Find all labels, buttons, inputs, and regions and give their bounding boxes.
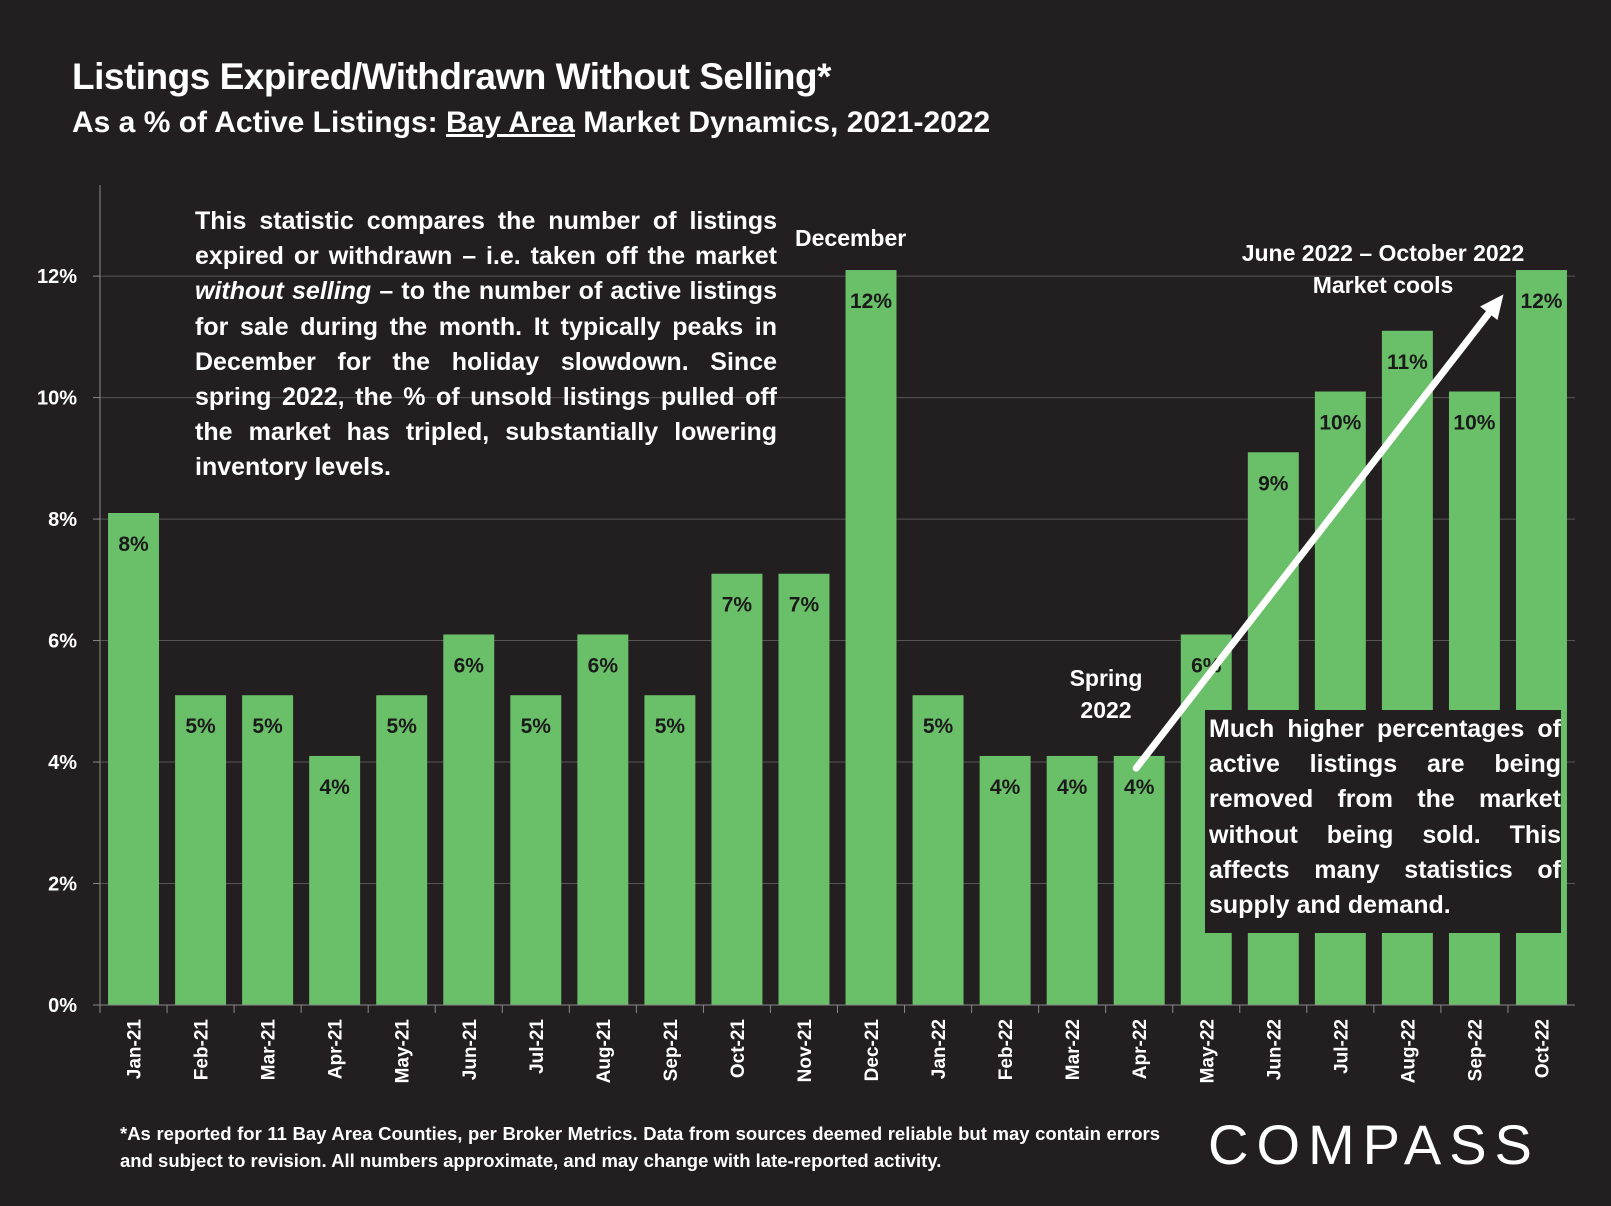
arrow-head: [1480, 294, 1504, 321]
y-tick-label: 4%: [48, 752, 77, 774]
footnote: *As reported for 11 Bay Area Counties, p…: [120, 1123, 1160, 1171]
data-label: 4%: [990, 776, 1021, 799]
y-tick-label: 6%: [48, 631, 77, 653]
x-tick-label: Aug-21: [594, 1019, 615, 1084]
annotation-market-cools-line: Market cools: [1312, 272, 1454, 298]
x-tick-label: Apr-21: [326, 1019, 347, 1080]
x-tick-label: Nov-21: [795, 1019, 816, 1083]
note-text-1: This statistic compares the number of li…: [195, 207, 777, 271]
x-tick-label: Jul-21: [527, 1019, 548, 1074]
bar: [979, 755, 1031, 1005]
annotation-december: December: [795, 225, 907, 251]
subtitle-part-1: As a % of Active Listings:: [72, 106, 446, 139]
data-label: 7%: [722, 594, 753, 617]
data-label: 4%: [1124, 776, 1155, 799]
x-tick-label: Sep-21: [661, 1019, 682, 1082]
annotation-spring-line-1: Spring: [1069, 665, 1143, 691]
bars: [108, 270, 1567, 1005]
note-emphasis: without selling: [195, 277, 372, 306]
x-tick-label: Dec-21: [862, 1019, 883, 1082]
bar: [644, 695, 696, 1005]
x-tick-label: Feb-22: [996, 1019, 1017, 1080]
data-label: 10%: [1453, 412, 1495, 435]
bar: [175, 695, 227, 1005]
x-tick-label: May-21: [393, 1019, 414, 1084]
data-label: 7%: [789, 594, 820, 617]
data-label: 6%: [454, 654, 485, 677]
bar: [309, 755, 361, 1005]
x-tick-label: Jan-22: [929, 1019, 950, 1079]
x-tick-label: Jul-22: [1331, 1019, 1352, 1074]
data-labels: 8%5% 5%4%5%6%5%6%5%7% 7%12%5%4% 4% 4%6%9%10%…: [118, 290, 1562, 799]
bar: [912, 695, 964, 1005]
trend-arrow: [1132, 294, 1504, 772]
bar: [845, 270, 897, 1005]
data-label: 11%: [1387, 351, 1428, 374]
bar: [778, 573, 830, 1005]
data-label: 10%: [1319, 412, 1361, 435]
bar: [510, 695, 562, 1005]
axes: 0% 2% 4% 6% 8% 10% 12% Jan-21 Feb-21 Mar-21 Apr-21…: [37, 185, 1575, 1083]
explanation-note: This statistic compares the number of li…: [195, 204, 777, 486]
data-label: 5%: [521, 715, 552, 738]
bar: [376, 695, 428, 1005]
x-tick-label: Mar-21: [259, 1019, 280, 1081]
annotation-spring-line-2: 2022: [1080, 697, 1132, 723]
x-tick-label: Aug-22: [1398, 1019, 1419, 1083]
bar: [577, 634, 629, 1005]
bar: [443, 634, 495, 1005]
subtitle-region: Bay Area: [445, 106, 575, 139]
data-label: 8%: [118, 533, 149, 556]
data-label: 6%: [588, 654, 619, 677]
data-label: 5%: [252, 715, 283, 738]
annotation-market-cools: June 2022 – October 2022 Market cools: [1228, 237, 1538, 301]
data-label: 5%: [185, 715, 216, 738]
bar: [108, 513, 159, 1005]
annotation-june-october: June 2022 – October 2022: [1241, 240, 1525, 266]
note-text-2: – to the number of active listings for s…: [195, 277, 777, 482]
data-label: 5%: [655, 715, 686, 738]
annotation-spring-2022: Spring 2022: [1056, 662, 1156, 726]
impact-note: Much higher percentages of active listin…: [1205, 710, 1561, 934]
bar: [711, 573, 763, 1005]
bar: [1113, 755, 1165, 1005]
bar: [1046, 755, 1098, 1005]
data-label: 12%: [1520, 290, 1562, 313]
data-label: 5%: [387, 715, 418, 738]
y-tick-label: 2%: [48, 874, 77, 896]
arrow-shaft: [1132, 309, 1493, 772]
x-tick-label: Jun-22: [1264, 1019, 1285, 1080]
compass-logo: COMPASS: [1208, 1113, 1540, 1176]
x-tick-label: Oct-22: [1532, 1019, 1553, 1078]
chart-title: Listings Expired/Withdrawn Without Selli…: [72, 56, 831, 97]
x-tick-label: Oct-21: [728, 1019, 749, 1079]
y-tick-label: 0%: [48, 995, 77, 1017]
y-tick-label: 8%: [48, 509, 77, 531]
x-tick-label: Mar-22: [1063, 1019, 1084, 1080]
x-tick-label: Feb-21: [192, 1019, 213, 1081]
data-label: 9%: [1258, 472, 1289, 495]
x-tick-label: Sep-22: [1465, 1019, 1486, 1081]
data-label: 4%: [319, 776, 350, 799]
subtitle-part-3: Market Dynamics, 2021-2022: [574, 106, 991, 139]
bar: [242, 695, 294, 1005]
data-label: 12%: [850, 290, 892, 313]
data-label: 5%: [923, 715, 954, 738]
y-tick-label: 10%: [37, 388, 77, 410]
x-tick-label: Jan-21: [125, 1019, 146, 1080]
y-tick-label: 12%: [37, 266, 77, 288]
x-tick-label: May-22: [1197, 1019, 1218, 1083]
data-label: 4%: [1057, 776, 1088, 799]
x-tick-label: Apr-22: [1130, 1019, 1151, 1079]
x-tick-label: Jun-21: [460, 1019, 481, 1081]
chart-subtitle: As a % of Active Listings: Bay Area Mark…: [72, 106, 990, 140]
